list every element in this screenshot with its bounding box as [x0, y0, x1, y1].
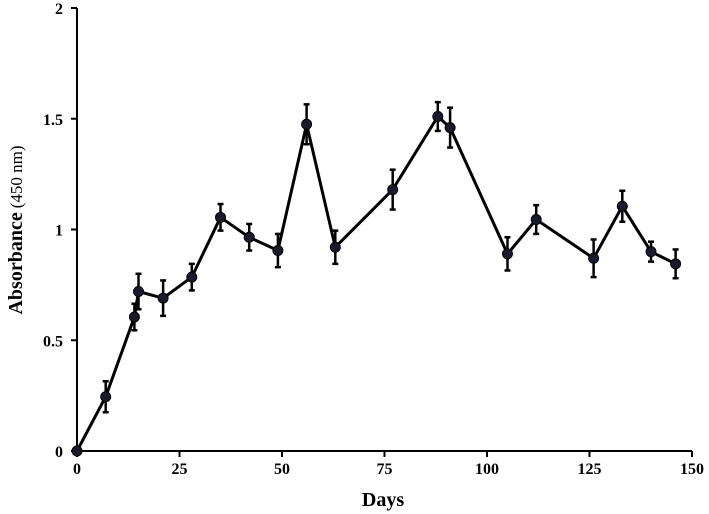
- tick-marks: [71, 7, 693, 457]
- data-point: [128, 311, 140, 323]
- data-point: [588, 252, 600, 264]
- data-point: [645, 246, 657, 258]
- axes: [76, 8, 692, 452]
- data-point: [329, 241, 341, 253]
- data-point: [71, 445, 83, 457]
- y-tick-label: 0.5: [43, 333, 63, 350]
- x-tick-label: 75: [377, 461, 393, 478]
- data-point: [387, 184, 399, 196]
- tick-labels: 0 25 50 75 100 125 150 0 0.5 1 1.5 2: [43, 1, 704, 478]
- y-axis-title-main: Absorbance: [5, 212, 27, 314]
- series-layer: [71, 100, 682, 457]
- data-point: [616, 200, 628, 212]
- y-axis-title-unit: (450 nm): [7, 145, 26, 208]
- series-line: [75, 115, 677, 452]
- data-point: [444, 122, 456, 134]
- data-point: [530, 214, 542, 226]
- data-point: [100, 391, 112, 403]
- x-tick-label: 25: [172, 461, 188, 478]
- data-point: [186, 271, 198, 283]
- data-point: [215, 211, 226, 223]
- y-tick-label: 1: [55, 223, 63, 240]
- y-tick-label: 2: [55, 1, 63, 18]
- data-point: [243, 231, 255, 243]
- x-tick-label: 100: [475, 461, 499, 478]
- data-point: [301, 118, 313, 130]
- x-tick-label: 150: [680, 461, 704, 478]
- data-point: [432, 111, 444, 123]
- data-point: [157, 292, 169, 304]
- data-point: [272, 245, 284, 257]
- y-tick-label: 0: [55, 444, 63, 461]
- data-point: [670, 258, 682, 270]
- data-point: [133, 286, 144, 298]
- x-tick-label: 50: [274, 461, 290, 478]
- x-axis-title: Days: [362, 489, 404, 511]
- y-tick-label: 1.5: [43, 112, 63, 129]
- data-point: [502, 248, 513, 260]
- y-axis-title: Absorbance (450 nm): [5, 145, 27, 314]
- x-tick-label: 125: [578, 461, 602, 478]
- x-tick-label: 0: [73, 461, 81, 478]
